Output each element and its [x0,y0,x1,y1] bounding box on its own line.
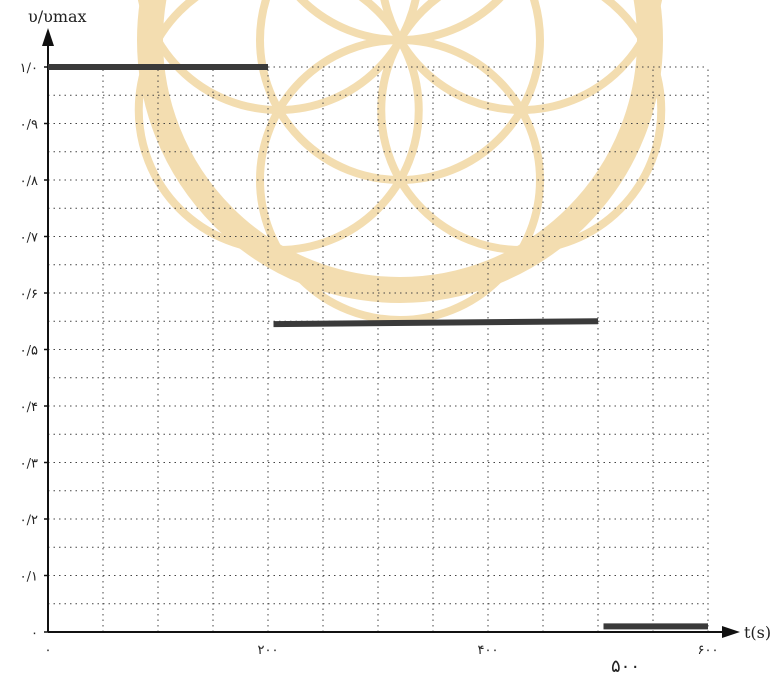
watermark-petal [256,0,544,184]
y-tick-label: ۰/۷ [20,231,38,246]
y-tick-label: ۱/۰ [20,61,38,76]
x-tick-labels: ۰ ۲۰۰ ۴۰۰ ۶۰۰ [45,643,719,658]
series-segment [273,318,599,328]
y-axis-arrow-icon [42,28,54,46]
grid [48,66,709,632]
y-tick-label: ۰ [31,626,38,641]
x-tick-label: ۰ [45,643,52,658]
y-tick-label: ۰/۹ [20,118,38,133]
x-axis-arrow-icon [722,626,740,638]
y-tick-labels: ۰ ۰/۱ ۰/۲ ۰/۳ ۰/۴ ۰/۵ ۰/۶ ۰/۷ ۰/۸ ۰/۹ ۱/۰ [20,61,48,641]
watermark-petal [134,0,423,254]
x-axis-label: t(s) [744,623,771,642]
watermark-petal [137,0,420,114]
watermark-logo [134,0,666,324]
handwritten-annotation: ۵۰۰ [611,656,640,677]
y-tick-label: ۰/۸ [20,174,38,189]
axes [42,28,740,638]
x-tick-label: ۲۰۰ [258,643,279,658]
annotations: ۵۰۰ [611,656,640,677]
watermark-ring [137,0,663,303]
y-tick-label: ۰/۲ [20,513,38,528]
x-tick-label: ۴۰۰ [478,643,499,658]
y-tick-label: ۰/۱ [20,570,38,585]
y-tick-label: ۰/۶ [20,287,38,302]
y-axis-label: υ/υmax [28,7,87,26]
watermark-petal [380,0,663,114]
x-tick-label: ۶۰۰ [698,643,719,658]
y-tick-label: ۰/۵ [20,344,38,359]
series [48,64,708,630]
y-tick-label: ۰/۴ [20,400,38,415]
y-tick-label: ۰/۳ [20,457,38,472]
